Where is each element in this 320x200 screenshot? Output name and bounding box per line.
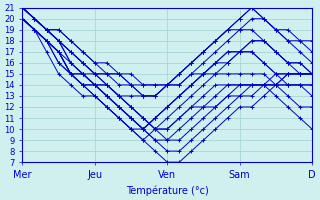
X-axis label: Température (°c): Température (°c) xyxy=(126,185,209,196)
